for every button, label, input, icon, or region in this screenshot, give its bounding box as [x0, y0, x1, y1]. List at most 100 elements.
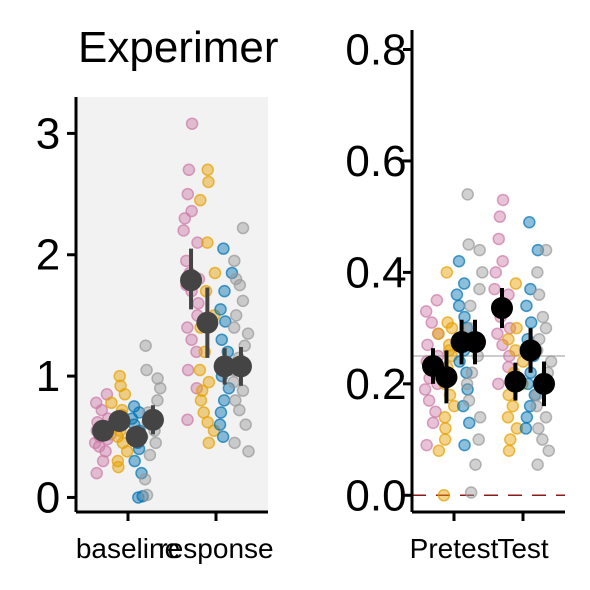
data-point [504, 433, 517, 446]
data-point [432, 327, 445, 340]
data-point [438, 411, 452, 424]
data-point [90, 466, 103, 480]
data-point [473, 282, 486, 296]
data-point [135, 466, 148, 480]
data-point [439, 422, 452, 435]
data-point [536, 433, 549, 446]
data-point [194, 193, 207, 207]
data-point [491, 327, 504, 340]
data-point [437, 489, 451, 502]
data-point [236, 221, 250, 235]
data-point [502, 333, 515, 346]
data-point [177, 224, 190, 237]
y-tick-label: 2 [36, 231, 60, 280]
data-point [214, 406, 228, 419]
data-point [185, 117, 199, 130]
y-tick-label: 0 [36, 473, 60, 522]
data-point [489, 266, 503, 279]
data-point [464, 299, 477, 313]
data-point [519, 422, 533, 435]
data-point [228, 436, 241, 450]
data-point [217, 242, 230, 255]
data-point [185, 333, 198, 346]
data-point [531, 266, 544, 279]
data-point [421, 338, 434, 352]
mean-point [108, 409, 131, 432]
data-point [213, 418, 227, 431]
y-tick-label: 1 [36, 352, 60, 401]
data-point [227, 375, 240, 389]
data-point [95, 403, 109, 417]
data-point [426, 416, 440, 430]
data-point [217, 394, 231, 407]
mean-point [533, 372, 555, 395]
data-point [539, 321, 553, 335]
mean-point [435, 366, 458, 389]
data-point [523, 215, 536, 229]
data-point [476, 266, 489, 279]
data-point [452, 299, 466, 313]
data-point [430, 294, 444, 307]
mean-point [519, 339, 542, 362]
data-point [501, 411, 515, 424]
data-point [191, 236, 204, 249]
mean-point [229, 355, 252, 378]
left-mean-markers [92, 248, 252, 448]
data-point [440, 266, 454, 279]
data-point [523, 399, 537, 413]
data-point [193, 363, 207, 377]
data-point [181, 363, 195, 377]
data-point [215, 333, 228, 346]
mean-point [196, 311, 219, 334]
data-point [445, 321, 459, 335]
data-point [492, 232, 505, 246]
data-point [422, 394, 436, 407]
data-point [539, 411, 553, 424]
data-point [542, 444, 555, 457]
data-point [464, 486, 478, 499]
data-point [112, 460, 125, 474]
x-tick-label: response [158, 533, 273, 564]
y-tick-label: 0.0 [345, 471, 406, 520]
y-tick-label: 3 [36, 109, 60, 158]
data-point [425, 316, 438, 329]
data-point [216, 430, 230, 444]
x-tick-label: baseline [76, 533, 180, 564]
data-point [105, 396, 118, 410]
data-point [139, 339, 152, 353]
y-tick-label: 0.6 [345, 137, 406, 186]
data-point [138, 472, 152, 486]
data-point [462, 416, 476, 430]
x-tick-label: Test [497, 533, 549, 564]
data-point [181, 187, 195, 201]
y-tick-label: 0.4 [345, 248, 406, 297]
data-point [239, 418, 252, 431]
data-point [420, 438, 433, 452]
data-point [219, 315, 232, 328]
data-point [457, 277, 471, 290]
data-point [524, 316, 538, 329]
data-point [242, 445, 255, 458]
data-point [140, 488, 154, 502]
data-point [452, 254, 466, 268]
data-point [473, 411, 487, 424]
chart-title: Experimer [78, 23, 279, 72]
y-tick-label: 0.8 [345, 26, 406, 75]
data-point [509, 277, 523, 290]
data-point [195, 384, 209, 397]
mean-point [92, 419, 115, 442]
data-point [469, 458, 482, 471]
mean-point [464, 331, 486, 354]
data-point [539, 243, 553, 257]
data-point [544, 355, 558, 368]
data-point [201, 163, 214, 177]
data-point [214, 303, 227, 316]
data-point [201, 236, 214, 249]
data-point [462, 394, 476, 407]
data-point [143, 448, 157, 462]
data-point [208, 266, 222, 280]
data-point [532, 422, 545, 435]
right-mean-markers [422, 287, 555, 407]
